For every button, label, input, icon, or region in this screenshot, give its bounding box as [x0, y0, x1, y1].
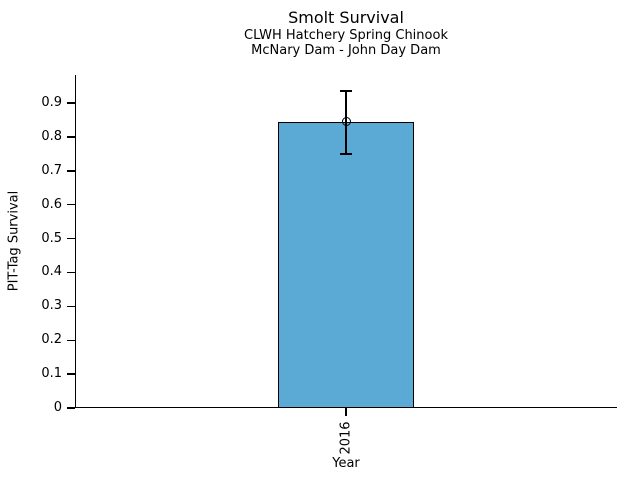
- y-tick-mark: [67, 136, 75, 138]
- chart-subtitle-2: McNary Dam - John Day Dam: [251, 43, 441, 58]
- y-tick-label: 0.6: [41, 196, 62, 212]
- x-tick-label: 2016: [338, 421, 354, 455]
- y-tick-label: 0.3: [41, 298, 62, 314]
- bar-2016: [278, 121, 414, 408]
- estimate-marker: [341, 117, 351, 127]
- y-tick-label: 0.2: [41, 332, 62, 348]
- y-tick-mark: [67, 102, 75, 104]
- x-tick-mark: [345, 408, 347, 416]
- error-bar-cap-top: [340, 90, 352, 93]
- y-tick-label: 0.4: [41, 264, 62, 280]
- y-tick-mark: [67, 305, 75, 308]
- chart-title: Smolt Survival: [288, 8, 404, 27]
- chart-subtitle-1: CLWH Hatchery Spring Chinook: [244, 28, 448, 43]
- x-axis-label: Year: [332, 456, 360, 471]
- y-tick-mark: [67, 170, 75, 172]
- y-tick-mark: [67, 373, 75, 375]
- y-tick-label: 0.9: [41, 95, 62, 111]
- y-tick-mark: [67, 407, 75, 409]
- error-bar-cap-bottom: [340, 153, 352, 155]
- y-tick-mark: [67, 204, 75, 206]
- y-tick-label: 0: [53, 400, 62, 415]
- y-tick-label: 0.5: [41, 230, 62, 246]
- y-tick-label: 0.7: [41, 162, 62, 178]
- y-tick-mark: [67, 339, 75, 341]
- y-tick-mark: [67, 271, 75, 274]
- y-tick-mark: [67, 237, 75, 240]
- y-tick-label: 0.8: [41, 128, 62, 144]
- y-tick-label: 0.1: [41, 366, 62, 382]
